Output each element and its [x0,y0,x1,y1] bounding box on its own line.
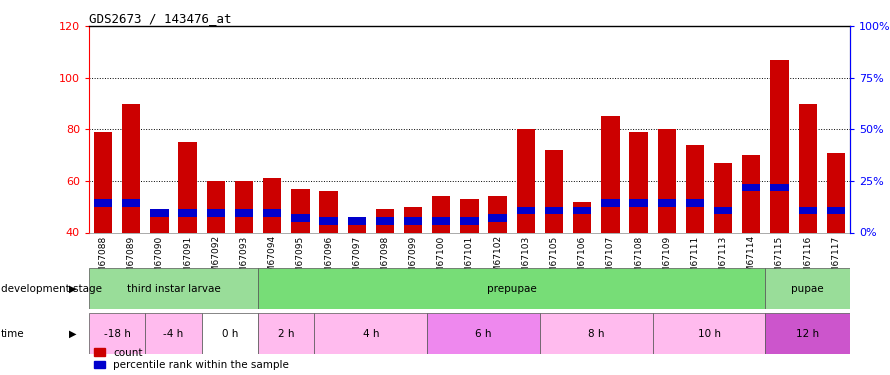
Bar [629,199,648,207]
Bar [376,209,394,232]
Bar [89,268,258,309]
Text: 6 h: 6 h [475,329,492,339]
Bar [94,199,112,207]
Bar [433,196,450,232]
Bar [433,217,450,225]
Bar [798,207,817,214]
Bar [798,104,817,232]
Text: time: time [1,329,25,339]
Text: prepupae: prepupae [487,284,537,294]
Bar [320,217,337,225]
Text: ▶: ▶ [69,284,77,294]
Bar [771,60,789,232]
Text: development stage: development stage [1,284,101,294]
Bar [460,199,479,232]
Text: 0 h: 0 h [222,329,239,339]
Bar [771,183,789,191]
Text: pupae: pupae [791,284,824,294]
Bar [235,209,253,217]
Bar [179,209,197,217]
Bar [348,217,366,225]
Bar [686,199,704,207]
Bar [827,153,845,232]
Bar [263,209,281,217]
Text: 10 h: 10 h [698,329,721,339]
Bar [258,268,765,309]
Text: 12 h: 12 h [797,329,819,339]
Text: 4 h: 4 h [362,329,379,339]
Bar [517,207,535,214]
Bar [206,181,225,232]
Bar [658,199,676,207]
Bar [714,163,732,232]
Bar [376,217,394,225]
Bar [629,132,648,232]
Bar [348,222,366,232]
Bar [150,209,168,217]
Bar [652,313,765,354]
Bar [540,313,652,354]
Bar [291,214,310,222]
Text: third instar larvae: third instar larvae [126,284,221,294]
Bar [94,132,112,232]
Bar [258,313,314,354]
Bar [765,268,850,309]
Bar [150,214,168,232]
Bar [765,313,850,354]
Bar [489,196,506,232]
Bar [179,142,197,232]
Bar [314,313,427,354]
Bar [89,313,145,354]
Bar [235,181,253,232]
Text: -18 h: -18 h [104,329,131,339]
Legend: count, percentile rank within the sample: count, percentile rank within the sample [94,348,289,370]
Bar [545,207,563,214]
Bar [460,217,479,225]
Bar [658,129,676,232]
Text: 8 h: 8 h [588,329,604,339]
Bar [686,145,704,232]
Bar [404,217,422,225]
Bar [206,209,225,217]
Bar [517,129,535,232]
Text: GDS2673 / 143476_at: GDS2673 / 143476_at [89,12,231,25]
Bar [291,189,310,232]
Bar [427,313,540,354]
Bar [263,178,281,232]
Bar [489,214,506,222]
Bar [545,150,563,232]
Bar [202,313,258,354]
Bar [320,191,337,232]
Bar [573,202,591,232]
Bar [122,199,141,207]
Text: ▶: ▶ [69,329,77,339]
Bar [122,104,141,232]
Bar [827,207,845,214]
Bar [742,183,760,191]
Bar [145,313,202,354]
Bar [404,207,422,232]
Bar [714,207,732,214]
Text: 2 h: 2 h [278,329,295,339]
Bar [742,155,760,232]
Bar [602,117,619,232]
Text: -4 h: -4 h [164,329,183,339]
Bar [573,207,591,214]
Bar [602,199,619,207]
